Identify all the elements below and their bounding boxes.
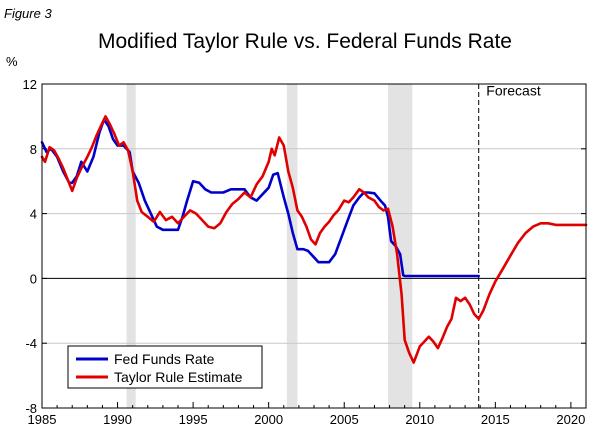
recession-band-0 xyxy=(126,84,136,408)
plot-frame xyxy=(41,83,587,409)
legend-label-fed-funds: Fed Funds Rate xyxy=(114,351,215,367)
chart-title: Modified Taylor Rule vs. Federal Funds R… xyxy=(98,30,512,53)
x-tick-label: 1985 xyxy=(28,412,57,427)
x-tick-label: 2015 xyxy=(481,412,510,427)
legend-label-taylor-rule: Taylor Rule Estimate xyxy=(114,369,243,385)
x-tick-label: 1995 xyxy=(179,412,208,427)
x-tick-label: 2020 xyxy=(556,412,585,427)
figure-label: Figure 3 xyxy=(4,6,52,21)
y-tick-label: 4 xyxy=(30,207,37,222)
legend: Fed Funds Rate Taylor Rule Estimate xyxy=(67,345,263,389)
recession-shading xyxy=(126,84,413,408)
recession-band-1 xyxy=(286,84,298,408)
recession-band-2 xyxy=(388,84,413,408)
x-tick-label: 1990 xyxy=(103,412,132,427)
series-line-1 xyxy=(40,115,588,364)
forecast-label: Forecast xyxy=(486,82,541,98)
series-line-0 xyxy=(40,118,481,278)
x-axis-ticks: 1985 1990 1995 2000 2005 2010 2015 2020 xyxy=(28,402,587,427)
x-tick-label: 2010 xyxy=(405,412,434,427)
legend-box xyxy=(67,345,263,389)
gridlines xyxy=(42,148,586,344)
y-tick-label: 8 xyxy=(30,142,37,157)
series-lines xyxy=(40,115,588,364)
y-tick-label: 12 xyxy=(23,77,37,92)
x-tick-label: 2005 xyxy=(330,412,359,427)
y-axis-label: % xyxy=(6,54,18,69)
x-tick-label: 2000 xyxy=(254,412,283,427)
y-tick-label: 0 xyxy=(30,271,37,286)
y-tick-label: -4 xyxy=(25,336,37,351)
y-tick-label: -8 xyxy=(25,401,37,416)
